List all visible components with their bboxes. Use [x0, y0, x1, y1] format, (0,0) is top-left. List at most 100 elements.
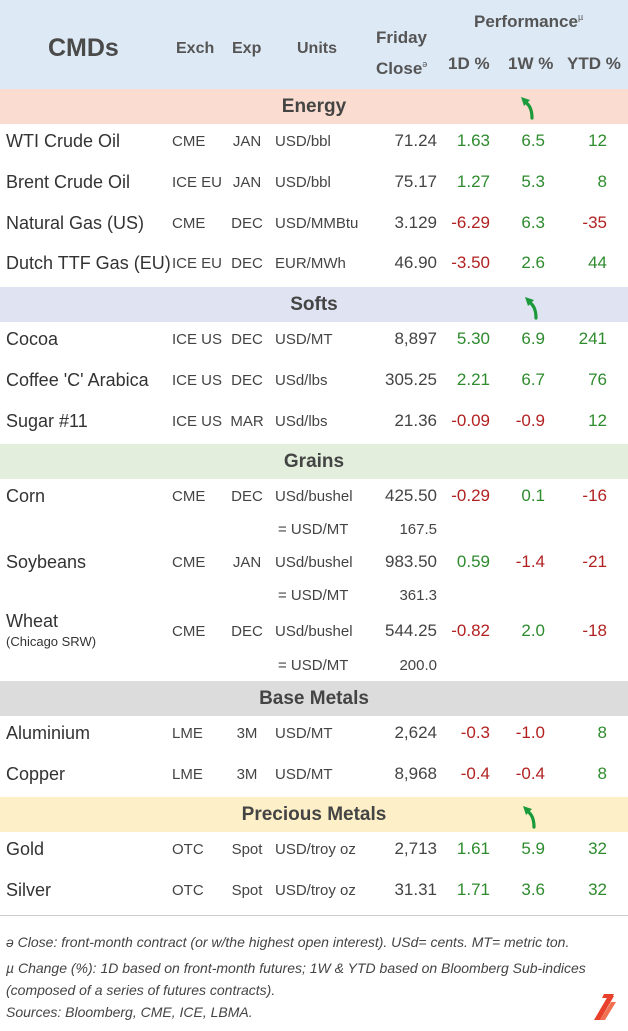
converted-close-cell: 200.0 — [399, 657, 437, 674]
green-curved-up-arrow-icon — [523, 806, 536, 829]
change-1w-cell: 3.6 — [521, 880, 545, 899]
change-1w-cell: 0.1 — [521, 486, 545, 505]
section-grains: Grains — [0, 444, 628, 479]
header-exch: Exch — [176, 40, 215, 57]
change-1w-cell: -0.9 — [515, 411, 545, 430]
change-ytd-cell: 44 — [588, 253, 607, 272]
header-ytd: YTD % — [567, 54, 621, 73]
header-close-line2: Close — [376, 59, 423, 78]
expiry-cell: DEC — [231, 331, 263, 348]
commodity-name: Wheat (Chicago SRW) — [6, 611, 96, 649]
expiry-cell: 3M — [236, 725, 258, 742]
change-1d-cell: 0.59 — [456, 552, 490, 571]
green-curved-up-arrow-icon — [525, 297, 538, 320]
change-ytd-cell: 12 — [588, 411, 607, 430]
commodity-name: Natural Gas (US) — [6, 213, 144, 234]
units-cell: USd/lbs — [275, 372, 328, 389]
change-1d-cell: -0.29 — [451, 486, 490, 505]
expiry-cell: JAN — [232, 174, 262, 191]
commodity-name-label: Corn — [6, 486, 46, 506]
close-price-cell: 983.50 — [385, 552, 437, 571]
change-1w-cell: 5.9 — [521, 839, 545, 858]
exchange-cell: ICE EU — [172, 174, 223, 191]
units-cell: USD/MT — [275, 725, 333, 742]
expiry-cell: JAN — [232, 133, 262, 150]
exchange-cell: CME — [172, 488, 206, 505]
close-footnote-mark: ə — [422, 59, 428, 69]
change-1w-cell: -1.4 — [515, 552, 545, 571]
exchange-cell: ICE US — [172, 331, 223, 348]
commodity-name-label: Coffee 'C' Arabica — [6, 370, 149, 390]
expiry-cell: Spot — [231, 841, 263, 858]
change-ytd-cell: 12 — [588, 131, 607, 150]
exchange-cell: CME — [172, 215, 206, 232]
change-1d-cell: 1.61 — [456, 839, 490, 858]
red-stripes-logo-icon — [594, 994, 616, 1020]
expiry-cell: Spot — [231, 882, 263, 899]
change-ytd-cell: -16 — [582, 486, 607, 505]
change-1w-cell: 5.3 — [521, 172, 545, 191]
close-price-cell: 8,897 — [394, 329, 437, 348]
units-cell: USD/troy oz — [275, 841, 356, 858]
change-1w-cell: 2.6 — [521, 253, 545, 272]
change-ytd-cell: 8 — [597, 723, 607, 742]
change-ytd-cell: 8 — [597, 764, 607, 783]
commodity-name-label: Wheat — [6, 611, 59, 631]
close-price-cell: 71.24 — [394, 131, 437, 150]
close-price-cell: 544.25 — [385, 621, 437, 640]
change-1d-cell: -0.82 — [451, 621, 490, 640]
expiry-cell: MAR — [230, 413, 264, 430]
change-ytd-cell: 241 — [578, 329, 607, 348]
change-1d-cell: 2.21 — [456, 370, 490, 389]
units-cell: USd/bushel — [275, 488, 353, 505]
commodity-name: Soybeans — [6, 552, 86, 573]
change-1w-cell: 2.0 — [521, 621, 545, 640]
close-price-cell: 305.25 — [385, 370, 437, 389]
units-cell: USd/bushel — [275, 554, 353, 571]
exchange-cell: LME — [172, 725, 203, 742]
exchange-cell: CME — [172, 623, 206, 640]
commodity-name-label: Dutch TTF Gas (EU) — [6, 253, 171, 273]
change-ytd-cell: -18 — [582, 621, 607, 640]
commodity-name-label: WTI Crude Oil — [6, 131, 121, 151]
header-friday-close: Friday Closeə — [376, 25, 427, 82]
change-ytd-cell: 8 — [597, 172, 607, 191]
commodity-name-label: Copper — [6, 764, 66, 784]
commodity-name-sub: (Chicago SRW) — [6, 634, 97, 649]
expiry-cell: DEC — [231, 215, 263, 232]
close-price-cell: 3.129 — [394, 213, 437, 232]
change-1w-cell: -1.0 — [515, 723, 545, 742]
change-1d-cell: 1.27 — [456, 172, 490, 191]
commodity-name-label: Aluminium — [6, 723, 91, 743]
exchange-cell: OTC — [172, 841, 204, 858]
expiry-cell: DEC — [231, 372, 263, 389]
close-price-cell: 21.36 — [394, 411, 437, 430]
converted-close-cell: 167.5 — [399, 521, 437, 538]
section-energy: Energy — [0, 89, 628, 124]
change-1w-cell: 6.9 — [521, 329, 545, 348]
converted-units-cell: = USD/MT — [278, 587, 349, 604]
commodity-name: Aluminium — [6, 723, 90, 744]
close-price-cell: 75.17 — [394, 172, 437, 191]
exchange-cell: OTC — [172, 882, 204, 899]
commodity-name: Copper — [6, 764, 65, 785]
commodity-name: Dutch TTF Gas (EU) — [6, 253, 171, 274]
change-ytd-cell: 76 — [588, 370, 607, 389]
change-1w-cell: 6.3 — [521, 213, 545, 232]
expiry-cell: DEC — [231, 488, 263, 505]
units-cell: USD/bbl — [275, 174, 331, 191]
close-price-cell: 8,968 — [394, 764, 437, 783]
close-price-cell: 46.90 — [394, 253, 437, 272]
close-price-cell: 425.50 — [385, 486, 437, 505]
table-header: CMDs Exch Exp Units Friday Closeə Perfor… — [0, 0, 628, 89]
header-performance-label: Performance — [474, 12, 578, 31]
expiry-cell: 3M — [236, 766, 258, 783]
change-1d-cell: -0.3 — [460, 723, 490, 742]
header-cmds: CMDs — [48, 34, 119, 62]
change-1d-cell: 1.71 — [456, 880, 490, 899]
footnote-close: ə Close: front-month contract (or w/the … — [6, 934, 570, 950]
commodity-name: WTI Crude Oil — [6, 131, 120, 152]
section-base-metals: Base Metals — [0, 681, 628, 716]
commodity-name-label: Sugar #11 — [6, 411, 88, 431]
footnote-change-2: (composed of a series of futures contrac… — [6, 982, 276, 998]
